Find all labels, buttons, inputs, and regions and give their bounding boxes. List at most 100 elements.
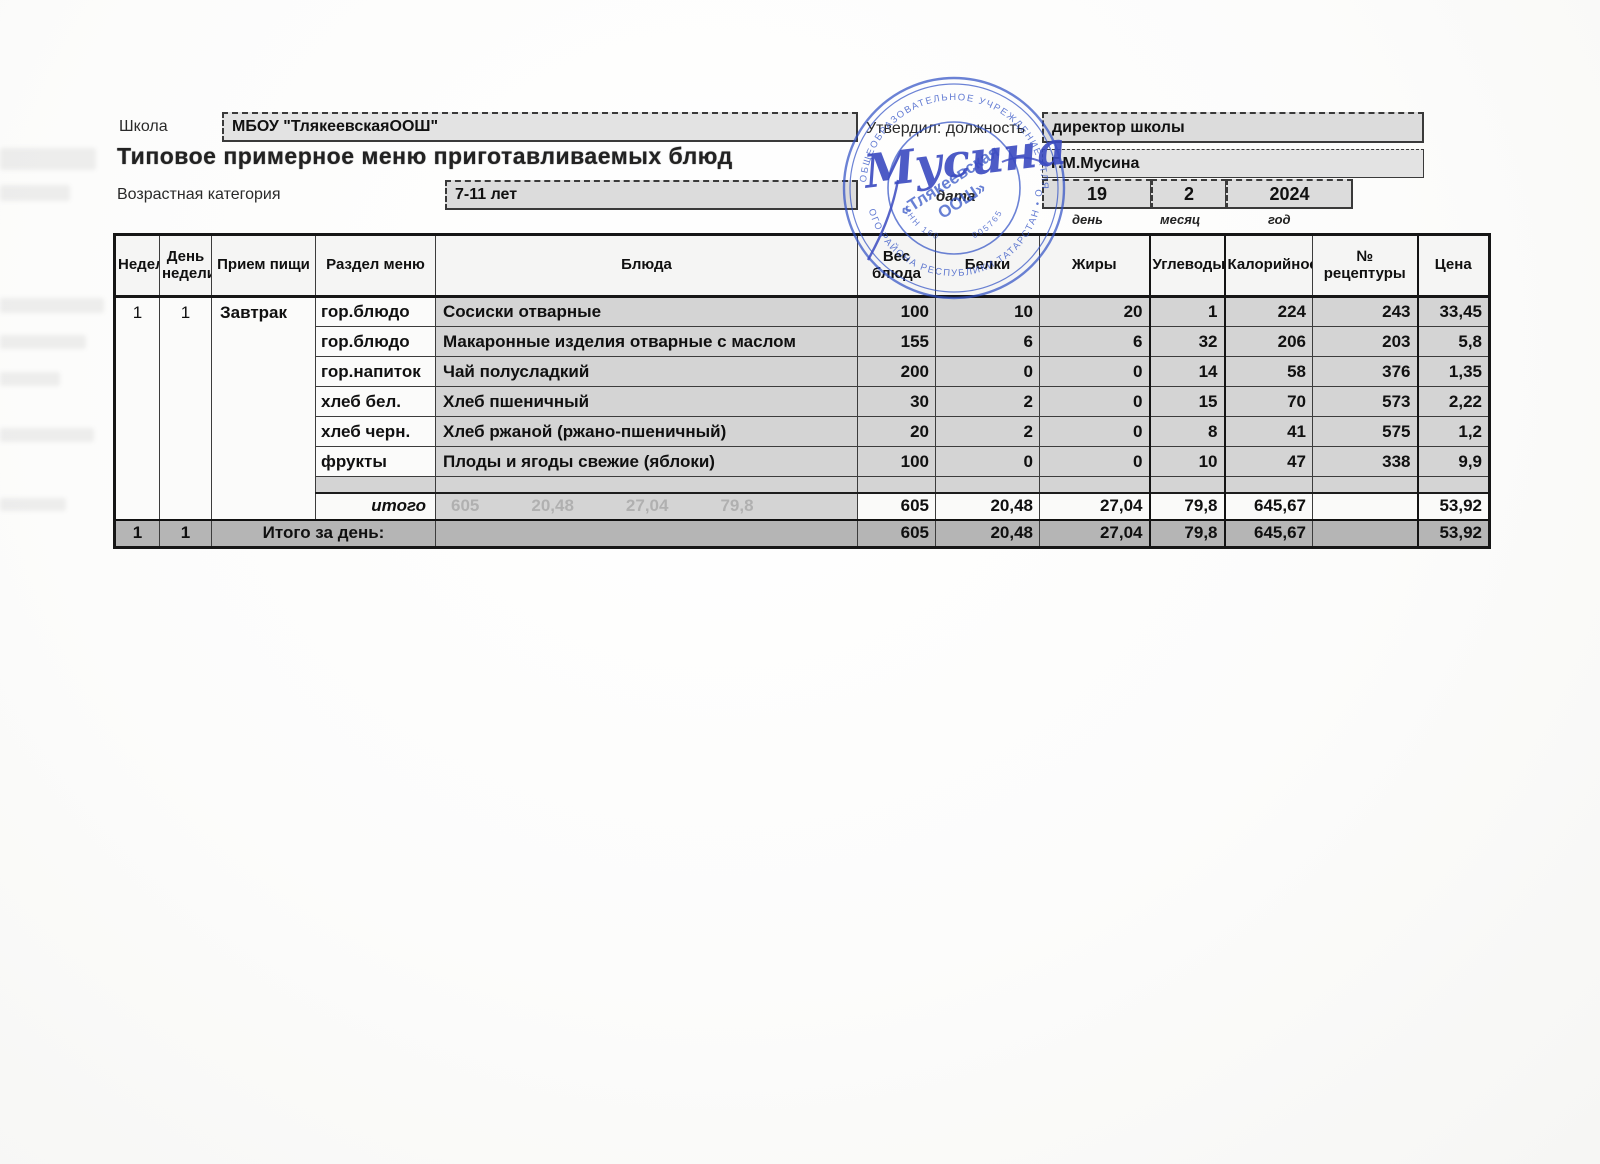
protein-cell: 10 [935,296,1040,327]
age-category-field: 7-11 лет [445,180,858,210]
subtotal-weight: 605 [857,491,936,520]
approver-name: Г.М.Мусина [1051,154,1140,172]
scan-smudge [0,185,70,201]
weight-cell: 20 [857,416,936,447]
section-cell: хлеб бел. [315,386,436,417]
age-category-value: 7-11 лет [455,186,518,203]
day-total-recipe [1312,518,1418,548]
subtotal-recipe [1312,491,1418,520]
fat-cell: 0 [1039,356,1150,387]
table-row: 1 1 Завтрак гор.блюдо Сосиски отварные 1… [114,296,1490,520]
dish-cell: Макаронные изделия отварные с маслом [435,326,858,357]
empty-row [115,476,1490,493]
kcal-cell: 224 [1223,296,1313,327]
subtotal-fat: 27,04 [1039,491,1150,520]
empty-cell [1312,476,1418,493]
ghost-fat: 27,04 [625,496,669,515]
subtotal-label: итого [315,491,436,520]
age-category-label: Возрастная категория [117,186,281,203]
day-total-row: 1 1 Итого за день: 605 20,48 27,04 79,8 … [114,518,1490,548]
protein-cell: 0 [935,446,1040,477]
month-sublabel: месяц [1160,212,1201,227]
day-total-weight: 605 [857,518,936,548]
carbs-cell: 1 [1148,296,1225,327]
recipe-cell: 573 [1312,386,1418,417]
scan-smudge [0,428,94,442]
price-cell: 2,22 [1416,386,1490,417]
kcal-cell: 47 [1223,446,1313,477]
col-header-price: Цена [1416,234,1490,298]
menu-table: Неделя День недели Прием пищи Раздел мен… [113,233,1491,549]
meal-cell: Завтрак [211,296,316,520]
protein-cell: 0 [935,356,1040,387]
subtotal-protein: 20,48 [935,491,1040,520]
day-total-carbs: 79,8 [1148,518,1225,548]
carbs-cell: 14 [1148,356,1225,387]
scan-smudge [0,372,60,386]
day-sublabel: день [1072,212,1103,227]
ghost-weight: 605 [451,496,480,515]
page-title: Типовое примерное меню приготавливаемых … [117,143,733,169]
kcal-cell: 70 [1223,386,1313,417]
col-header-kcal: Калорийность [1223,234,1313,298]
approved-label: Утвердил: должность [866,120,1026,137]
dish-cell: Сосиски отварные [435,296,858,327]
weight-cell: 30 [857,386,936,417]
school-round-stamp: ОБЩЕОБРАЗОВАТЕЛЬНОЕ УЧРЕЖДЕНИЕ «ТЛЯКЕЕВС… [831,62,1072,306]
scan-smudge [0,335,86,349]
carbs-cell: 10 [1148,446,1225,477]
protein-cell: 6 [935,326,1040,357]
date-label: дата [936,188,976,205]
date-month-field: 2 [1151,179,1227,209]
carbs-cell: 8 [1148,416,1225,447]
section-cell: фрукты [315,446,436,477]
ghost-carbs: 79,8 [720,496,754,515]
signature-flourish [866,179,900,261]
dish-cell: Хлеб пшеничный [435,386,858,417]
fat-cell: 0 [1039,446,1150,477]
price-cell: 5,8 [1416,326,1490,357]
price-cell: 9,9 [1416,446,1490,477]
col-header-carbs: Углеводы [1148,234,1225,298]
stamp-icon: ОБЩЕОБРАЗОВАТЕЛЬНОЕ УЧРЕЖДЕНИЕ «ТЛЯКЕЕВС… [831,62,1066,300]
col-header-fat: Жиры [1039,234,1150,298]
protein-cell: 2 [935,416,1040,447]
week-cell: 1 [114,296,160,520]
empty-cell [935,476,1040,493]
approved-value: директор школы [1052,118,1185,136]
day-total-fat: 27,04 [1039,518,1150,548]
signature-tail [1001,156,1049,167]
school-value-field: МБОУ "ТлякеевскаяООШ" [222,112,858,142]
subtotal-carbs: 79,8 [1148,491,1225,520]
price-cell: 1,2 [1416,416,1490,447]
fat-cell: 0 [1039,416,1150,447]
col-header-weekday: День недели [159,234,212,298]
recipe-cell: 203 [1312,326,1418,357]
recipe-cell: 575 [1312,416,1418,447]
day-total-week: 1 [114,518,160,548]
bleedthrough-numbers: 605 20,48 27,04 79,8 [437,496,856,516]
fat-cell: 20 [1039,296,1150,327]
kcal-cell: 58 [1223,356,1313,387]
kcal-cell: 41 [1223,416,1313,447]
subtotal-kcal: 645,67 [1223,491,1313,520]
school-value: МБОУ "ТлякеевскаяООШ" [232,118,439,135]
dish-cell: Чай полусладкий [435,356,858,387]
carbs-cell: 32 [1148,326,1225,357]
dish-cell: Плоды и ягоды свежие (яблоки) [435,446,858,477]
section-cell: гор.блюдо [315,326,436,357]
fat-cell: 6 [1039,326,1150,357]
date-day: 19 [1086,183,1108,204]
col-header-weight: Вес блюда [857,234,936,298]
day-total-protein: 20,48 [935,518,1040,548]
recipe-cell: 243 [1312,296,1418,327]
subtotal-price: 53,92 [1416,491,1490,520]
approved-value-field: директор школы [1042,112,1424,143]
weight-cell: 100 [857,446,936,477]
weekday-cell: 1 [159,296,212,520]
dish-cell: Хлеб ржаной (ржано-пшеничный) [435,416,858,447]
empty-cell [1039,476,1150,493]
day-total-label: Итого за день: [211,518,436,548]
empty-cell [1223,476,1313,493]
scan-smudge [0,498,66,511]
